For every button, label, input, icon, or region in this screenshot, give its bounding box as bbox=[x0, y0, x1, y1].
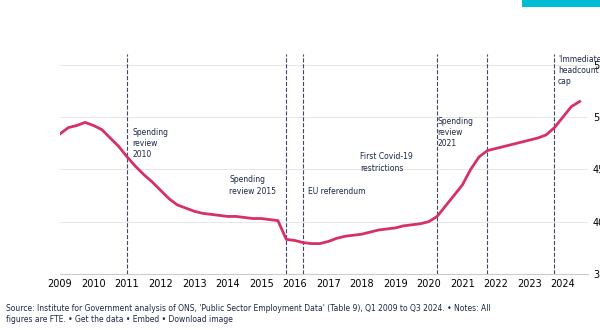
Text: Spending
review 2015: Spending review 2015 bbox=[229, 176, 276, 195]
Text: Spending
review
2021: Spending review 2021 bbox=[437, 117, 473, 148]
Text: EU referendum: EU referendum bbox=[308, 186, 365, 195]
Text: Spending
review
2010: Spending review 2010 bbox=[132, 128, 168, 159]
Bar bbox=[522, 0, 600, 7]
Text: Source: Institute for Government analysis of ONS, 'Public Sector Employment Data: Source: Institute for Government analysi… bbox=[6, 304, 491, 324]
Text: 'Immediate'
headcount
cap: 'Immediate' headcount cap bbox=[558, 54, 600, 86]
Text: First Covid-19
restrictions: First Covid-19 restrictions bbox=[360, 152, 413, 173]
Text: IfG: IfG bbox=[553, 13, 582, 31]
Text: Civil service staff numbers, Q1 2009 to Q3 2024: Civil service staff numbers, Q1 2009 to … bbox=[12, 15, 423, 30]
